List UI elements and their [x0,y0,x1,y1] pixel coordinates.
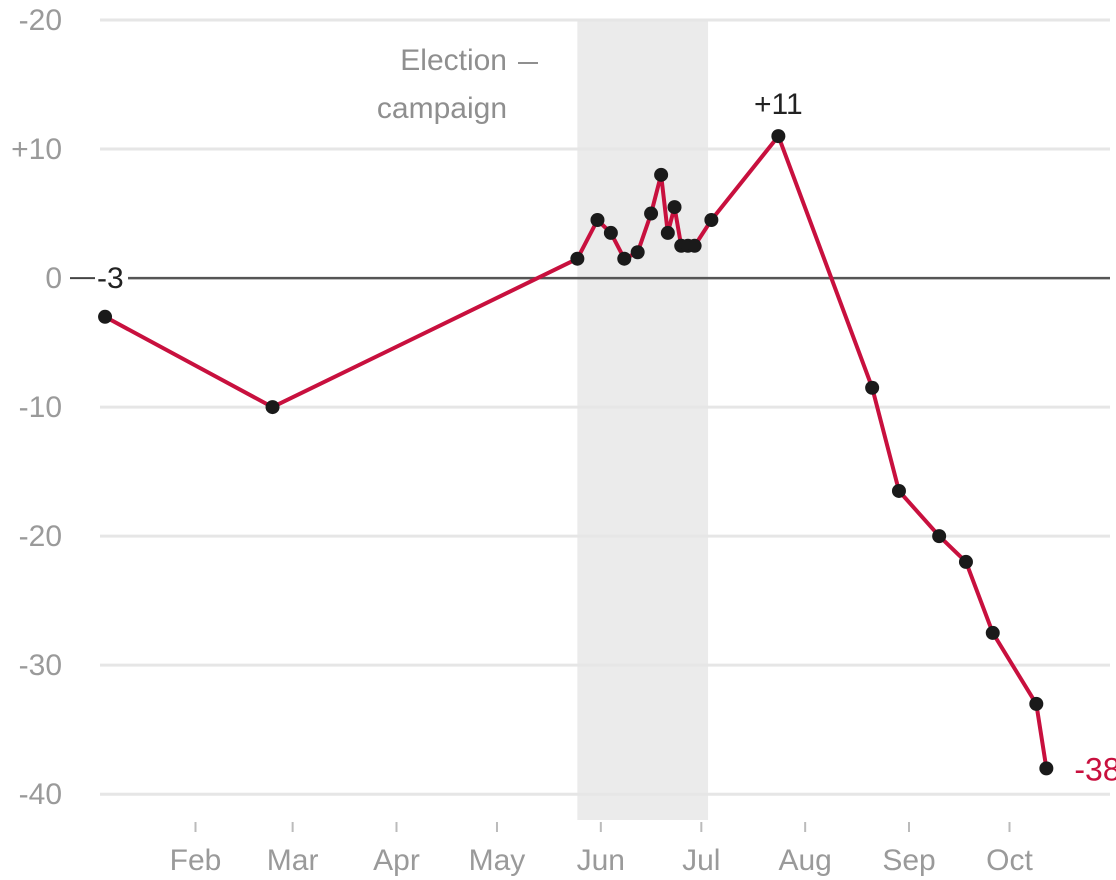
data-point-9 [660,225,675,240]
x-tick-label-6: Aug [778,844,831,877]
y-tick-label-2: 0 [45,262,62,295]
y-tick-label-0: -20 [19,4,62,37]
data-point-20 [985,625,1000,640]
data-point-5 [617,251,632,266]
x-tick-label-4: Jun [577,844,625,877]
x-tick-label-1: Mar [267,844,319,877]
data-point-4 [603,225,618,240]
data-point-6 [630,245,645,260]
y-tick-label-4: -20 [19,520,62,553]
y-tick-label-1: +10 [11,133,62,166]
x-tick-label-3: May [469,844,526,877]
data-point-0 [98,309,113,324]
label-start: -3 [97,262,124,295]
y-tick-label-5: -30 [19,649,62,682]
data-point-22 [1039,761,1054,776]
x-tick-label-5: Jul [682,844,720,877]
y-tick-label-3: -10 [19,391,62,424]
series-line [103,134,1049,771]
label-final: -38 [1074,751,1116,787]
label-peak: +11 [754,88,803,121]
data-point-7 [644,206,659,221]
data-point-16 [865,380,880,395]
campaign-label-line-1: campaign [377,92,507,125]
x-tick-label-0: Feb [170,844,222,877]
x-tick-label-8: Oct [986,844,1033,877]
y-tick-label-6: -40 [19,778,62,811]
data-point-21 [1029,696,1044,711]
data-point-1 [265,400,280,415]
data-point-13 [687,238,702,253]
data-point-17 [891,483,906,498]
data-point-8 [654,167,669,182]
campaign-shaded-region [577,20,709,820]
x-tick-label-2: Apr [373,844,420,877]
x-tick-label-7: Sep [882,844,935,877]
campaign-label-line-0: Election [400,44,507,77]
data-point-2 [570,251,585,266]
data-point-18 [932,529,947,544]
data-point-3 [590,213,605,227]
data-point-15 [771,129,786,144]
data-point-19 [958,554,973,569]
data-point-14 [704,213,719,227]
data-point-10 [667,200,682,215]
